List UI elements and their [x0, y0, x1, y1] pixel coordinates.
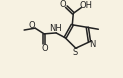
Text: S: S [72, 48, 77, 57]
Text: OH: OH [80, 1, 93, 10]
Text: N: N [89, 40, 96, 49]
Text: O: O [29, 21, 35, 30]
Text: O: O [60, 0, 67, 9]
Text: O: O [42, 44, 48, 53]
Text: NH: NH [49, 24, 62, 33]
